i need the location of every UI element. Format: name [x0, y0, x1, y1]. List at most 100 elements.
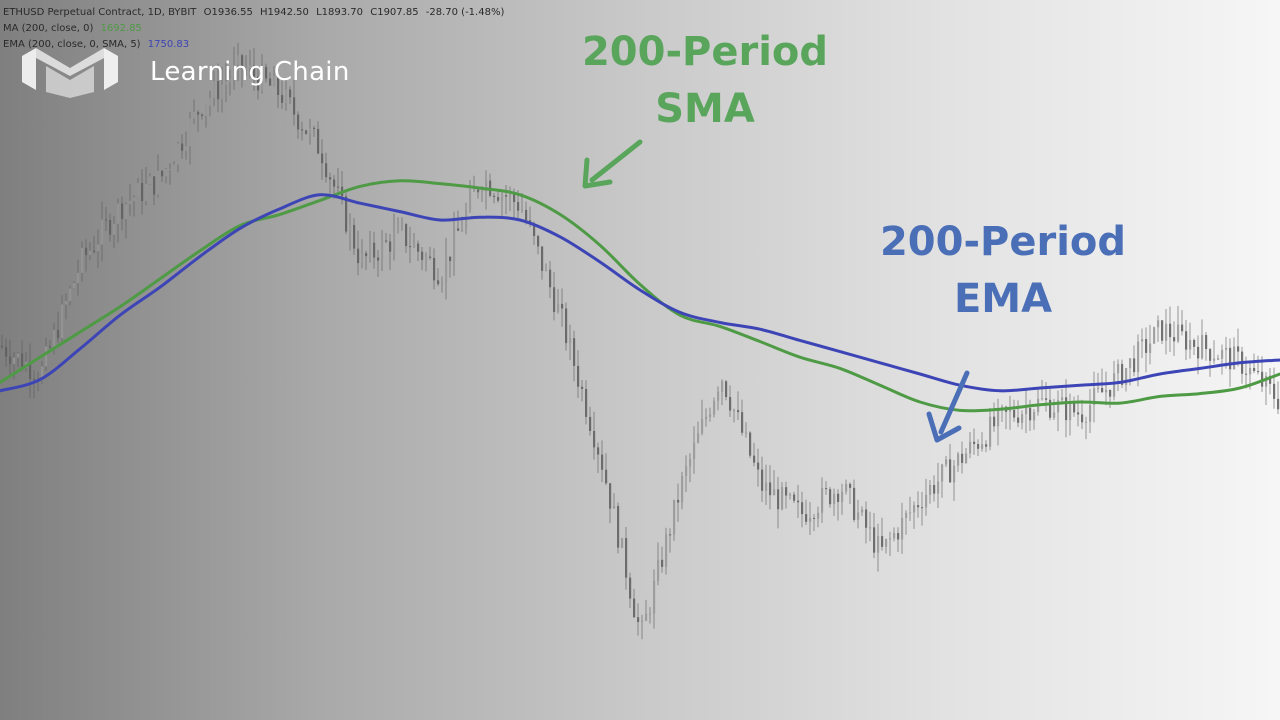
candle [1117, 359, 1120, 392]
candle [329, 172, 332, 194]
candle [81, 241, 84, 282]
candle [121, 196, 124, 231]
candle [837, 489, 840, 521]
candle [725, 379, 728, 401]
candle [1021, 410, 1024, 430]
candle [105, 206, 108, 231]
candle [717, 386, 720, 411]
candle [253, 47, 256, 91]
candle [625, 527, 628, 590]
candle [17, 351, 20, 368]
candle [553, 271, 556, 321]
candle [469, 179, 472, 213]
candle [729, 385, 732, 417]
candle [613, 493, 616, 509]
candle [185, 131, 188, 160]
candle [873, 513, 876, 559]
candle [1125, 367, 1128, 392]
candle [1169, 306, 1172, 352]
candle [749, 431, 752, 459]
candle [785, 481, 788, 509]
candle [257, 69, 260, 100]
candle [869, 511, 872, 542]
legend-symbol-row: ETHUSD Perpetual Contract, 1D, BYBIT O19… [3, 5, 504, 21]
candle [689, 453, 692, 483]
candle [309, 118, 312, 145]
candle [245, 55, 248, 77]
candle [853, 479, 856, 523]
candle [889, 531, 892, 556]
chart-legend: ETHUSD Perpetual Contract, 1D, BYBIT O19… [3, 5, 504, 53]
candle [1265, 372, 1268, 405]
candle [773, 470, 776, 496]
candle [401, 217, 404, 231]
candle [85, 239, 88, 272]
candle [501, 189, 504, 217]
candle [961, 441, 964, 474]
candle [637, 603, 640, 636]
candle [261, 54, 264, 94]
ema-annotation: 200-Period EMA [858, 222, 1148, 336]
candle [1069, 393, 1072, 436]
candle [845, 479, 848, 495]
candle [377, 249, 380, 277]
candle [885, 538, 888, 554]
candle [825, 481, 828, 495]
candle [605, 453, 608, 486]
candle [857, 499, 860, 529]
candle [409, 226, 412, 264]
candle [265, 63, 268, 83]
candle [1241, 346, 1244, 384]
legend-ema-value: 1750.83 [147, 39, 190, 50]
candle [241, 53, 244, 88]
sma-arrow-icon [582, 139, 643, 189]
candle [181, 134, 184, 159]
candle [277, 72, 280, 108]
ema-line [0, 193, 1280, 393]
candle [473, 175, 476, 192]
candle [985, 440, 988, 453]
candle [973, 428, 976, 455]
candle [313, 125, 316, 137]
candle [25, 352, 28, 372]
candle [981, 432, 984, 452]
candle [249, 49, 252, 78]
candle [1161, 320, 1164, 345]
candle [721, 379, 724, 406]
candle [1073, 396, 1076, 417]
candle [893, 527, 896, 542]
candle [693, 426, 696, 474]
candle [1081, 399, 1084, 430]
candle [349, 213, 352, 251]
legend-ema-row: EMA (200, close, 0, SMA, 5) 1750.83 [3, 37, 504, 53]
candle [841, 483, 844, 515]
candle [801, 491, 804, 528]
candle [621, 537, 624, 549]
candle [197, 110, 200, 132]
candle [1133, 345, 1136, 377]
candle [381, 230, 384, 271]
ema-arrow-icon [926, 370, 970, 443]
candle [673, 499, 676, 541]
candle [165, 167, 168, 184]
candle [897, 527, 900, 553]
candle [913, 501, 916, 529]
candle [57, 311, 60, 343]
candle [945, 455, 948, 467]
candle [709, 407, 712, 422]
candle [733, 408, 736, 423]
candle [561, 288, 564, 327]
candle [437, 268, 440, 287]
candle [1201, 319, 1204, 360]
candle [597, 442, 600, 474]
candle [1173, 321, 1176, 356]
candle [1153, 326, 1156, 345]
legend-open: O1936.55 [203, 7, 253, 18]
brand-logo: Learning Chain [22, 46, 350, 98]
candle [1185, 319, 1188, 361]
candle [1009, 395, 1012, 430]
candle [397, 217, 400, 234]
candle [969, 432, 972, 459]
legend-symbol: ETHUSD Perpetual Contract, 1D, BYBIT [3, 7, 197, 18]
candle [101, 201, 104, 262]
